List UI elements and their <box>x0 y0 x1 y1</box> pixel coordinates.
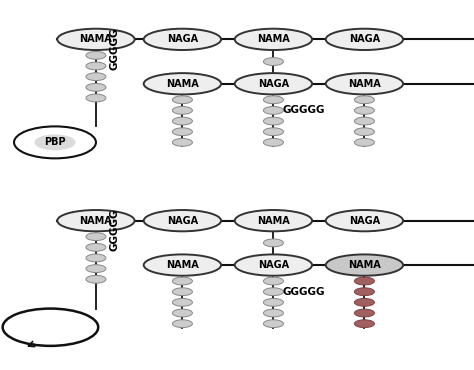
Ellipse shape <box>235 73 312 94</box>
Circle shape <box>86 265 106 273</box>
Text: NAGA: NAGA <box>349 216 380 226</box>
Circle shape <box>173 277 192 285</box>
Circle shape <box>173 309 192 317</box>
Ellipse shape <box>144 73 221 94</box>
Circle shape <box>264 117 283 125</box>
Text: NAGA: NAGA <box>258 79 289 89</box>
Text: NAMA: NAMA <box>80 34 112 44</box>
Circle shape <box>355 128 374 136</box>
Text: NAGA: NAGA <box>167 216 198 226</box>
Circle shape <box>264 58 283 65</box>
Circle shape <box>86 51 106 59</box>
Ellipse shape <box>235 29 312 50</box>
Circle shape <box>355 138 374 146</box>
Circle shape <box>355 309 374 317</box>
Circle shape <box>86 83 106 91</box>
Circle shape <box>86 94 106 102</box>
Text: GGGGG: GGGGG <box>283 287 325 297</box>
Circle shape <box>35 134 75 150</box>
Circle shape <box>86 254 106 262</box>
Ellipse shape <box>144 255 221 276</box>
Circle shape <box>355 277 374 285</box>
Circle shape <box>264 299 283 306</box>
Text: NAGA: NAGA <box>349 34 380 44</box>
Text: NAMA: NAMA <box>348 260 381 270</box>
Text: NAMA: NAMA <box>257 216 290 226</box>
Circle shape <box>264 128 283 136</box>
Ellipse shape <box>144 29 221 50</box>
Circle shape <box>355 288 374 296</box>
Text: GGGGG: GGGGG <box>109 208 119 251</box>
Circle shape <box>173 107 192 114</box>
Circle shape <box>86 73 106 81</box>
Circle shape <box>355 299 374 306</box>
Text: NAGA: NAGA <box>258 260 289 270</box>
Circle shape <box>355 96 374 104</box>
Circle shape <box>86 62 106 70</box>
Circle shape <box>264 288 283 296</box>
Ellipse shape <box>326 29 403 50</box>
Circle shape <box>355 320 374 327</box>
Circle shape <box>264 320 283 327</box>
Ellipse shape <box>235 210 312 231</box>
Circle shape <box>355 117 374 125</box>
Text: GGGGG: GGGGG <box>109 27 119 70</box>
Circle shape <box>264 138 283 146</box>
Circle shape <box>14 127 96 158</box>
Circle shape <box>86 275 106 283</box>
Circle shape <box>264 277 283 285</box>
Circle shape <box>173 96 192 104</box>
Circle shape <box>173 288 192 296</box>
Ellipse shape <box>144 210 221 231</box>
Ellipse shape <box>235 255 312 276</box>
Ellipse shape <box>326 255 403 276</box>
Circle shape <box>173 138 192 146</box>
Circle shape <box>355 107 374 114</box>
Circle shape <box>86 233 106 240</box>
Ellipse shape <box>57 210 135 231</box>
Circle shape <box>86 243 106 251</box>
Circle shape <box>3 309 98 346</box>
Text: NAMA: NAMA <box>80 216 112 226</box>
Text: NAMA: NAMA <box>257 34 290 44</box>
Circle shape <box>264 96 283 104</box>
Text: PBP: PBP <box>44 137 66 147</box>
Text: NAMA: NAMA <box>348 79 381 89</box>
Ellipse shape <box>326 73 403 94</box>
Circle shape <box>264 107 283 114</box>
Circle shape <box>264 309 283 317</box>
Circle shape <box>173 320 192 327</box>
Text: NAMA: NAMA <box>166 79 199 89</box>
Ellipse shape <box>57 29 135 50</box>
Circle shape <box>173 117 192 125</box>
Ellipse shape <box>326 210 403 231</box>
Circle shape <box>173 128 192 136</box>
Circle shape <box>264 239 283 247</box>
Circle shape <box>173 299 192 306</box>
Text: GGGGG: GGGGG <box>283 105 325 115</box>
Text: NAMA: NAMA <box>166 260 199 270</box>
Text: NAGA: NAGA <box>167 34 198 44</box>
